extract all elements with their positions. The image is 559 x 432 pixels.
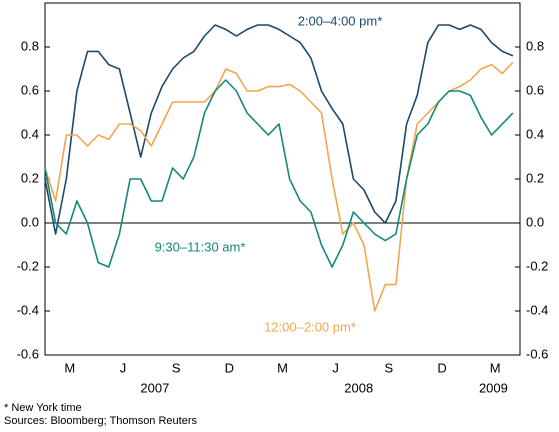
y-tick-label: 0.6 xyxy=(21,82,39,97)
source: Sources: Bloomberg; Thomson Reuters xyxy=(4,415,197,427)
x-tick-label: J xyxy=(120,360,127,375)
y-tick-label: 0.8 xyxy=(21,38,39,53)
series-line xyxy=(44,79,514,268)
y2-tick-label: 0.8 xyxy=(526,38,544,53)
series-label: 12:00–2:00 pm* xyxy=(264,319,356,334)
y-tick-label: -0.4 xyxy=(17,302,39,317)
y2-tick-label: 0.2 xyxy=(526,170,544,185)
y2-tick-label: -0.6 xyxy=(526,346,548,361)
y2-tick-label: 0.0 xyxy=(526,214,544,229)
series-label: 9:30–11:30 am* xyxy=(155,239,246,254)
x-tick-label: J xyxy=(332,360,339,375)
plot-frame xyxy=(44,2,521,356)
year-label: 2008 xyxy=(344,380,373,395)
x-tick-label: M xyxy=(64,360,75,375)
y2-tick-label: -0.4 xyxy=(526,302,548,317)
y2-tick-label: -0.2 xyxy=(526,258,548,273)
y2-tick-label: 0.4 xyxy=(526,126,544,141)
x-tick-label: M xyxy=(490,360,501,375)
year-label: 2007 xyxy=(140,380,169,395)
y-tick-label: -0.2 xyxy=(17,258,39,273)
series-line xyxy=(44,61,514,312)
y-tick-label: -0.6 xyxy=(17,346,39,361)
y-tick-label: 0.2 xyxy=(21,170,39,185)
x-tick-label: D xyxy=(225,360,234,375)
series-line xyxy=(44,24,514,235)
x-tick-label: M xyxy=(277,360,288,375)
y-tick-label: 0.0 xyxy=(21,214,39,229)
y2-tick-label: 0.6 xyxy=(526,82,544,97)
x-tick-label: S xyxy=(385,360,394,375)
year-label: 2009 xyxy=(479,380,508,395)
footnote: * New York time xyxy=(4,402,82,414)
series-label: 2:00–4:00 pm* xyxy=(298,13,383,28)
x-tick-label: S xyxy=(172,360,181,375)
x-tick-label: D xyxy=(437,360,446,375)
y-tick-label: 0.4 xyxy=(21,126,39,141)
